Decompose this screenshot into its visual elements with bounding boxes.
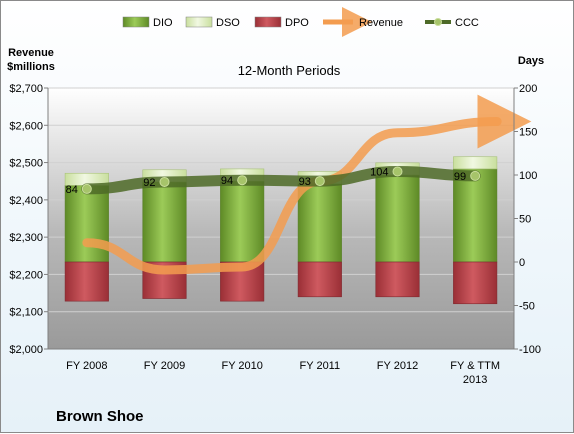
dpo-bar: [375, 261, 420, 298]
ccc-data-label: 92: [143, 177, 155, 189]
dio-bar: [297, 183, 342, 263]
left-tick-label: $2,100: [9, 307, 43, 319]
ccc-point: [237, 175, 248, 186]
ccc-data-label: 84: [66, 184, 78, 196]
right-tick-label: 200: [519, 83, 537, 95]
left-tick-label: $2,000: [9, 344, 43, 356]
legend-label-dso: DSO: [216, 17, 240, 29]
ccc-data-label: 99: [454, 171, 466, 183]
ccc-point: [392, 166, 403, 177]
left-tick-label: $2,300: [9, 232, 43, 244]
ccc-line: [81, 166, 481, 195]
right-axis-label: Days: [518, 55, 544, 67]
category-label: FY & TTM: [450, 360, 500, 372]
company-name: Brown Shoe: [56, 408, 144, 425]
left-tick-label: $2,700: [9, 83, 43, 95]
dio-bar: [142, 181, 187, 263]
ccc-point: [314, 176, 325, 187]
right-tick-label: 150: [519, 127, 537, 139]
legend-label-dpo: DPO: [285, 17, 309, 29]
dpo-bar: [297, 261, 342, 298]
category-label: FY 2009: [144, 360, 185, 372]
ccc-point: [81, 183, 92, 194]
left-axis-label-line2: $millions: [7, 61, 55, 73]
ccc-data-label: 93: [299, 176, 311, 188]
ccc-data-label: 94: [221, 175, 233, 187]
left-tick-label: $2,600: [9, 120, 43, 132]
category-label: FY 2008: [66, 360, 107, 372]
right-tick-label: -50: [519, 301, 535, 313]
dio-bar: [64, 185, 109, 263]
legend-label-revenue: Revenue: [359, 17, 403, 29]
ccc-point: [470, 170, 481, 181]
category-label: FY 2011: [300, 360, 341, 372]
right-tick-label: -100: [519, 344, 541, 356]
legend-swatch-dpo: [254, 16, 282, 28]
left-tick-label: $2,500: [9, 158, 43, 170]
dio-bar: [220, 180, 265, 263]
ccc-point: [159, 176, 170, 187]
legend-label-dio: DIO: [153, 17, 173, 29]
legend-swatch-dso: [185, 16, 213, 28]
dso-bar: [453, 156, 498, 170]
legend-swatch-dio: [122, 16, 150, 28]
dpo-bar: [453, 261, 498, 305]
left-axis-label-line1: Revenue: [8, 47, 54, 59]
dio-bar: [453, 168, 498, 263]
revenue-line: [82, 94, 532, 275]
right-tick-label: 100: [519, 170, 537, 182]
lines-group: 84 92 94 93 104 99: [66, 94, 532, 275]
left-tick-label: $2,200: [9, 269, 43, 281]
legend-label-ccc: CCC: [455, 17, 479, 29]
dpo-bar: [64, 261, 109, 302]
left-tick-label: $2,400: [9, 195, 43, 207]
legend: DIO DSO DPO Revenue CCC: [122, 7, 479, 37]
category-label: 2013: [463, 374, 487, 386]
axes-group: $2,000 $2,100 $2,200 $2,300 $2,400 $2,500 $2,6…: [9, 83, 541, 386]
right-tick-label: 50: [519, 214, 531, 226]
chart-title: 12-Month Periods: [238, 63, 341, 78]
category-label: FY 2012: [377, 360, 418, 372]
ccc-data-label: 104: [370, 167, 388, 179]
dio-bar: [375, 174, 420, 263]
legend-swatch-ccc-marker: [434, 18, 442, 26]
right-tick-label: 0: [519, 257, 525, 269]
bars-group: [64, 156, 498, 305]
category-label: FY 2010: [221, 360, 262, 372]
